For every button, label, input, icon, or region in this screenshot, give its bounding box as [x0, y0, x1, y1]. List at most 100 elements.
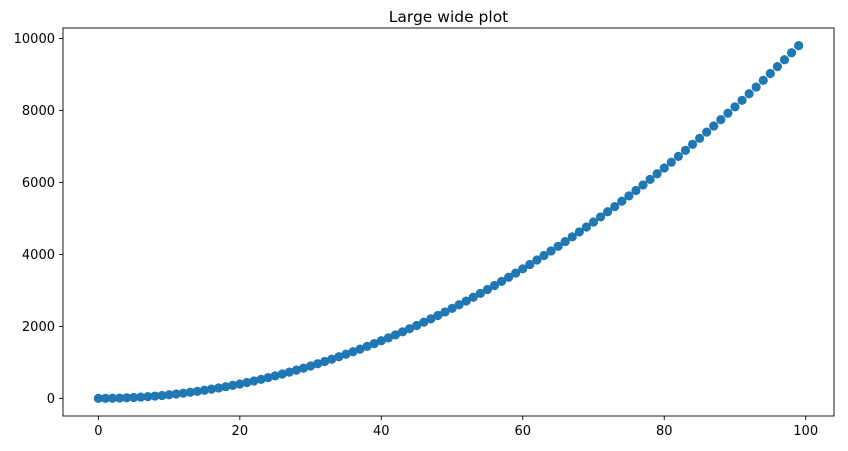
- data-point: [610, 201, 620, 212]
- data-point: [772, 62, 783, 72]
- data-point: [327, 354, 337, 364]
- data-point: [192, 386, 202, 396]
- data-point: [334, 352, 344, 362]
- data-point: [150, 391, 160, 401]
- data-point: [454, 300, 464, 310]
- data-point: [496, 276, 507, 287]
- data-point: [397, 327, 408, 337]
- data-point: [638, 180, 648, 190]
- data-point: [765, 68, 775, 79]
- data-point: [214, 383, 224, 393]
- data-point: [702, 127, 712, 137]
- data-point: [567, 232, 577, 242]
- data-point: [136, 392, 146, 402]
- data-point: [504, 272, 514, 282]
- data-point: [709, 121, 719, 131]
- data-point: [355, 344, 365, 354]
- x-tick-label: 60: [514, 424, 531, 439]
- data-point: [305, 361, 316, 371]
- data-point: [440, 307, 450, 317]
- data-point: [298, 363, 309, 373]
- data-point: [100, 393, 111, 403]
- data-point: [744, 89, 754, 99]
- data-point: [779, 55, 790, 65]
- data-point: [482, 284, 492, 295]
- data-point: [631, 185, 641, 196]
- data-point: [157, 390, 167, 401]
- data-point: [178, 388, 188, 398]
- data-point: [199, 385, 210, 395]
- y-tick-label: 0: [47, 392, 55, 407]
- data-point: [645, 174, 655, 184]
- y-axis: 0 2000 4000 6000 8000 10000: [14, 32, 63, 407]
- data-points: [93, 41, 804, 403]
- data-point: [553, 241, 563, 251]
- data-point: [376, 336, 386, 346]
- data-point: [652, 169, 662, 179]
- data-point: [695, 133, 705, 143]
- data-point: [129, 392, 139, 403]
- data-point: [107, 393, 118, 403]
- data-point: [673, 151, 683, 161]
- x-tick-label: 80: [656, 424, 673, 439]
- y-tick-label: 4000: [22, 248, 55, 263]
- plot-frame: [62, 27, 835, 417]
- y-tick-label: 2000: [22, 320, 55, 335]
- data-point: [426, 314, 436, 324]
- x-tick-label: 0: [94, 424, 102, 439]
- data-point: [546, 246, 556, 256]
- data-point: [122, 393, 132, 403]
- data-point: [730, 102, 740, 112]
- data-point: [716, 115, 726, 125]
- data-point: [291, 365, 302, 375]
- data-point: [277, 369, 287, 379]
- y-tick-label: 10000: [14, 32, 55, 47]
- data-point: [171, 389, 181, 399]
- data-point: [256, 374, 266, 384]
- data-point: [242, 377, 252, 388]
- data-point: [412, 320, 422, 331]
- data-point: [221, 382, 231, 392]
- data-point: [369, 339, 379, 349]
- data-point: [758, 75, 768, 85]
- data-point: [751, 82, 761, 92]
- data-point: [206, 384, 217, 394]
- data-point: [539, 250, 549, 261]
- data-point: [341, 349, 351, 359]
- data-point: [588, 217, 599, 227]
- x-axis: 0 20 40 60 80 100: [94, 416, 818, 439]
- data-point: [532, 255, 542, 265]
- data-point: [525, 259, 535, 270]
- chart-title: Large wide plot: [389, 8, 509, 26]
- data-point: [560, 236, 570, 247]
- data-point: [617, 196, 627, 206]
- data-point: [235, 379, 245, 389]
- data-point: [786, 48, 797, 58]
- data-point: [143, 392, 153, 402]
- data-point: [468, 292, 478, 302]
- data-point: [390, 330, 401, 340]
- data-point: [723, 108, 733, 118]
- data-point: [383, 333, 393, 343]
- data-point: [164, 390, 174, 400]
- data-point: [687, 139, 698, 149]
- data-point: [574, 227, 584, 237]
- x-tick-label: 100: [793, 424, 818, 439]
- data-point: [581, 222, 592, 232]
- data-point: [313, 359, 323, 369]
- y-tick-label: 8000: [22, 104, 55, 119]
- data-point: [228, 380, 238, 390]
- data-point: [270, 371, 280, 381]
- data-point: [666, 157, 676, 167]
- data-point: [114, 393, 125, 403]
- x-tick-label: 20: [232, 424, 249, 439]
- data-point: [659, 163, 669, 173]
- x-tick-label: 40: [373, 424, 390, 439]
- data-point: [419, 317, 429, 327]
- data-point: [794, 41, 804, 51]
- data-point: [284, 367, 294, 377]
- data-point: [362, 341, 372, 351]
- data-point: [348, 347, 358, 357]
- data-point: [461, 296, 471, 306]
